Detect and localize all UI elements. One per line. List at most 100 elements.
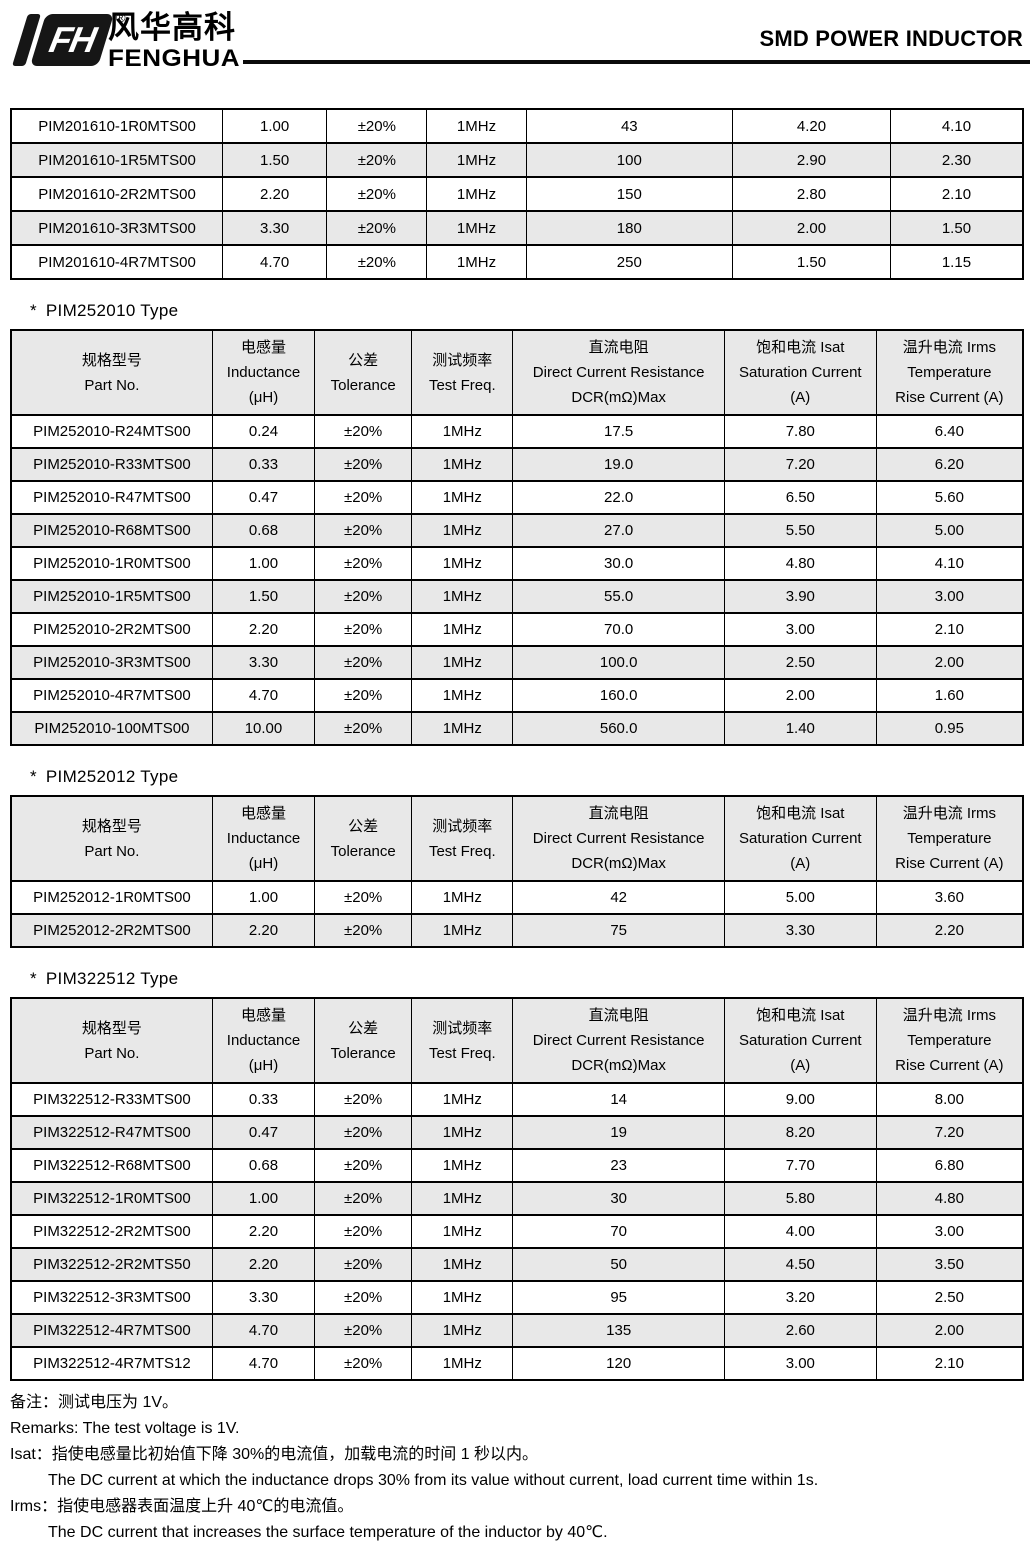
inductance-cell: 4.70 xyxy=(221,244,328,280)
section-pim252010: * PIM252010 Type 规格型号 Part No. 电感量 Inductan… xyxy=(10,301,1024,746)
table-row: PIM252010-R68MTS00 0.68 ±20% 1MHz 27.0 5… xyxy=(10,513,1024,548)
tolerance-cell: ±20% xyxy=(314,546,413,581)
remark-irms-en: The DC current that increases the surfac… xyxy=(48,1524,608,1541)
inductance-cell: 0.68 xyxy=(211,513,316,548)
table-row: PIM201610-2R2MTS00 2.20 ±20% 1MHz 150 2.… xyxy=(10,176,1024,212)
dcr-cell: 70.0 xyxy=(512,612,725,647)
table-row: PIM252012-1R0MTS00 1.00 ±20% 1MHz 42 5.0… xyxy=(10,880,1024,915)
col-label-en: Temperature xyxy=(907,364,992,381)
isat-cell: 2.90 xyxy=(732,142,891,178)
fenghua-logo-icon: FH ® xyxy=(12,10,126,68)
isat-cell: 3.00 xyxy=(723,612,877,647)
table-row: PIM201610-3R3MTS00 3.30 ±20% 1MHz 180 2.… xyxy=(10,210,1024,246)
inductance-cell: 0.68 xyxy=(211,1148,316,1183)
test-freq-cell: 1MHz xyxy=(426,108,527,144)
part-no-cell: PIM322512-3R3MTS00 xyxy=(10,1280,213,1315)
part-no-cell: PIM322512-R68MTS00 xyxy=(10,1148,213,1183)
irms-cell: 6.80 xyxy=(875,1148,1024,1183)
inductance-cell: 0.47 xyxy=(211,480,316,515)
section-title-text: PIM322512 Type xyxy=(45,969,179,988)
tolerance-cell: ±20% xyxy=(314,579,413,614)
inductance-cell: 1.00 xyxy=(211,880,316,915)
dcr-cell: 75 xyxy=(512,913,725,948)
isat-cell: 4.20 xyxy=(732,108,891,144)
col-label-cn: 规格型号 xyxy=(81,817,142,835)
col-isat: 饱和电流 Isat Saturation Current (A) xyxy=(723,329,877,416)
col-label-en: Inductance xyxy=(226,830,301,847)
col-label-unit: Rise Current (A) xyxy=(895,855,1004,872)
col-label-cn: 电感量 xyxy=(240,1007,286,1024)
part-no-cell: PIM201610-4R7MTS00 xyxy=(10,244,223,280)
inductance-cell: 3.30 xyxy=(211,645,316,680)
col-label-unit: Rise Current (A) xyxy=(895,1057,1004,1074)
irms-cell: 3.00 xyxy=(875,579,1024,614)
pim252010-spec-table: 规格型号 Part No. 电感量 Inductance (μH) 公差 Toleran… xyxy=(10,329,1024,746)
tolerance-cell: ±20% xyxy=(314,513,413,548)
pim201610-continuation-table: PIM201610-1R0MTS00 1.00 ±20% 1MHz 43 4.2… xyxy=(10,108,1024,280)
col-label-unit: Rise Current (A) xyxy=(895,389,1004,406)
table-row: PIM252010-2R2MTS00 2.20 ±20% 1MHz 70.0 3… xyxy=(10,612,1024,647)
irms-cell: 1.50 xyxy=(889,210,1024,246)
tolerance-cell: ±20% xyxy=(326,210,428,246)
test-freq-cell: 1MHz xyxy=(411,913,514,948)
part-no-cell: PIM252010-R47MTS00 xyxy=(10,480,213,515)
irms-cell: 6.20 xyxy=(875,447,1024,482)
table-header-row: 规格型号 Part No. 电感量 Inductance (μH) 公差 Toleran… xyxy=(10,329,1024,416)
col-part-no: 规格型号 Part No. xyxy=(10,329,213,416)
irms-cell: 8.00 xyxy=(875,1082,1024,1117)
dcr-cell: 100.0 xyxy=(512,645,725,680)
test-freq-cell: 1MHz xyxy=(411,1181,514,1216)
col-label-en: Test Freq. xyxy=(428,376,496,394)
part-no-cell: PIM252010-R33MTS00 xyxy=(10,447,213,482)
col-label-cn: 温升电流 Irms xyxy=(902,1007,997,1024)
col-label-unit: (μH) xyxy=(248,389,279,406)
dcr-cell: 23 xyxy=(512,1148,725,1183)
dcr-cell: 17.5 xyxy=(512,414,725,449)
col-label-cn: 公差 xyxy=(348,351,379,369)
inductance-cell: 0.33 xyxy=(211,447,316,482)
remark-irms-cn: Irms：指使电感器表面温度上升 40℃的电流值。 xyxy=(10,1498,354,1515)
tolerance-cell: ±20% xyxy=(326,176,428,212)
dcr-cell: 27.0 xyxy=(512,513,725,548)
test-freq-cell: 1MHz xyxy=(411,678,514,713)
col-dcr: 直流电阻 Direct Current Resistance DCR(mΩ)Max xyxy=(512,329,725,416)
dcr-cell: 560.0 xyxy=(512,711,725,746)
part-no-cell: PIM322512-1R0MTS00 xyxy=(10,1181,213,1216)
col-label-en: Direct Current Resistance xyxy=(532,1032,705,1049)
test-freq-cell: 1MHz xyxy=(411,1247,514,1282)
part-no-cell: PIM252010-1R0MTS00 xyxy=(10,546,213,581)
col-label-cn: 电感量 xyxy=(240,339,286,356)
test-freq-cell: 1MHz xyxy=(426,210,527,246)
remark-note-en: Remarks: The test voltage is 1V. xyxy=(10,1420,240,1437)
part-no-cell: PIM252010-2R2MTS00 xyxy=(10,612,213,647)
col-inductance: 电感量 Inductance (μH) xyxy=(211,329,316,416)
col-irms: 温升电流 Irms Temperature Rise Current (A) xyxy=(875,997,1024,1084)
col-inductance: 电感量 Inductance (μH) xyxy=(211,795,316,882)
col-label-en: Direct Current Resistance xyxy=(532,830,705,847)
remarks-block: 备注：测试电压为 1V。 Remarks: The test voltage i… xyxy=(10,1390,1024,1546)
isat-cell: 2.00 xyxy=(732,210,891,246)
isat-cell: 6.50 xyxy=(723,480,877,515)
isat-cell: 4.00 xyxy=(723,1214,877,1249)
isat-cell: 3.20 xyxy=(723,1280,877,1315)
tolerance-cell: ±20% xyxy=(314,1115,413,1150)
col-inductance: 电感量 Inductance (μH) xyxy=(211,997,316,1084)
test-freq-cell: 1MHz xyxy=(411,711,514,746)
test-freq-cell: 1MHz xyxy=(411,1214,514,1249)
col-isat: 饱和电流 Isat Saturation Current (A) xyxy=(723,997,877,1084)
col-label-en: Tolerance xyxy=(330,1044,396,1062)
test-freq-cell: 1MHz xyxy=(411,1346,514,1381)
isat-cell: 2.50 xyxy=(723,645,877,680)
section-title: * PIM252010 Type xyxy=(30,301,1024,321)
table-row: PIM252010-1R5MTS00 1.50 ±20% 1MHz 55.0 3… xyxy=(10,579,1024,614)
registered-trademark-icon: ® xyxy=(116,10,126,25)
col-label-cn: 规格型号 xyxy=(81,1019,142,1037)
dcr-cell: 50 xyxy=(512,1247,725,1282)
inductance-cell: 1.00 xyxy=(211,1181,316,1216)
isat-cell: 4.80 xyxy=(723,546,877,581)
col-tolerance: 公差 Tolerance xyxy=(314,997,413,1084)
table-row: PIM201610-4R7MTS00 4.70 ±20% 1MHz 250 1.… xyxy=(10,244,1024,280)
table-row: PIM322512-3R3MTS00 3.30 ±20% 1MHz 95 3.2… xyxy=(10,1280,1024,1315)
page-header: FH ® 风华高科 FENGHUA SMD POWER INDUCTOR xyxy=(0,0,1036,92)
part-no-cell: PIM322512-4R7MTS00 xyxy=(10,1313,213,1348)
